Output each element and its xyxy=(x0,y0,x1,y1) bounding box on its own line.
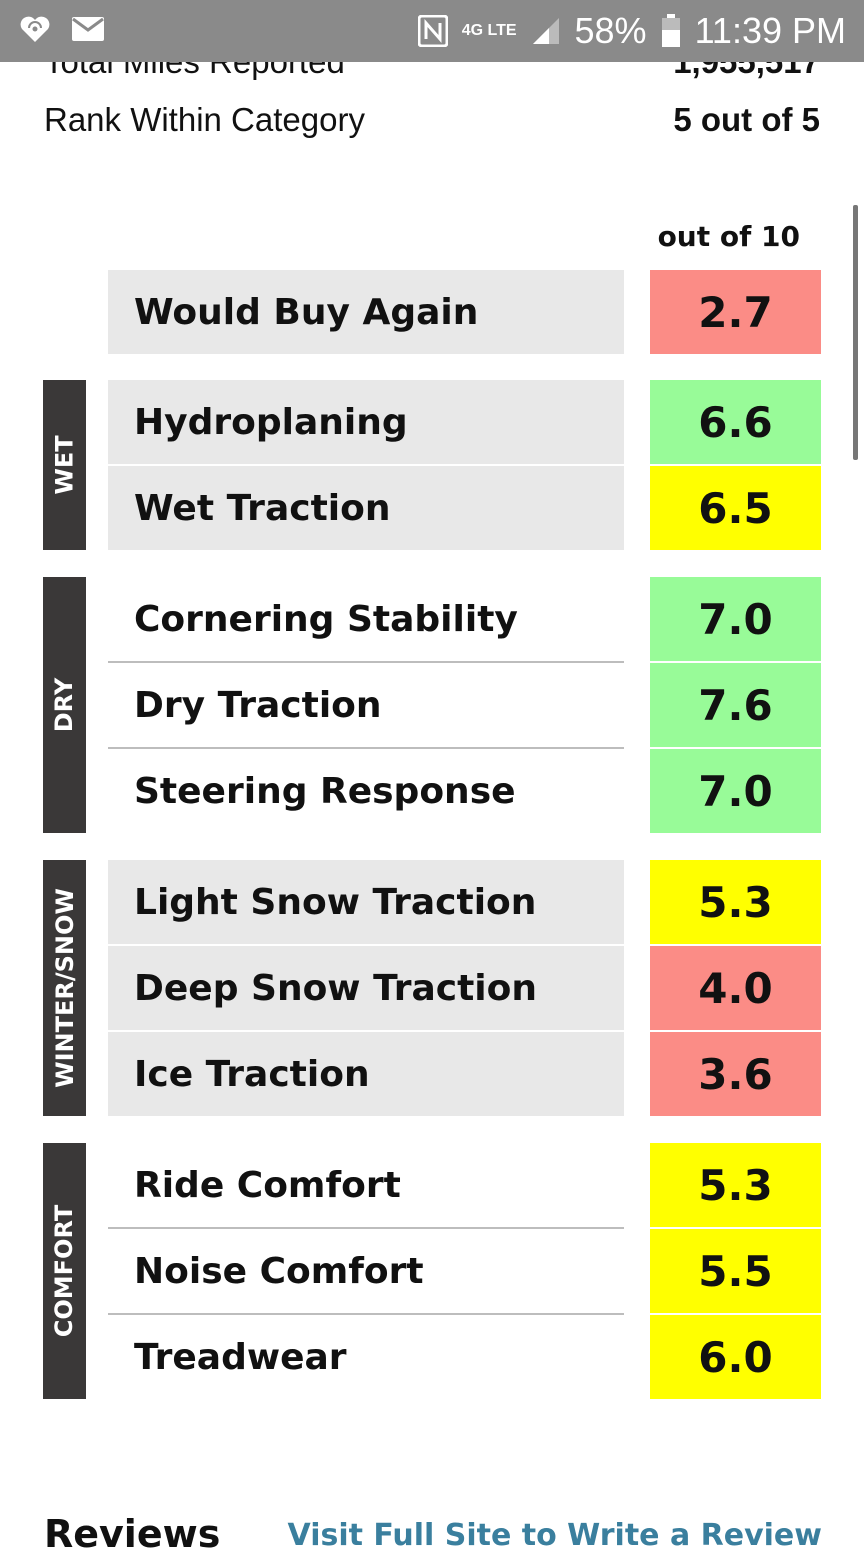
row-divider xyxy=(108,747,624,749)
rating-value-cornering-stability: 7.0 xyxy=(650,577,821,661)
rating-value-noise-comfort: 5.5 xyxy=(650,1229,821,1313)
category-label: COMFORT xyxy=(50,1204,79,1338)
iheartradio-icon xyxy=(18,14,52,44)
rating-label-treadwear: Treadwear xyxy=(108,1315,624,1399)
reviews-header: Reviews Visit Full Site to Write a Revie… xyxy=(0,1512,864,1556)
clock: 11:39 PM xyxy=(694,10,846,51)
category-label: WET xyxy=(50,435,79,495)
rating-value-would-buy-again: 2.7 xyxy=(650,270,821,354)
mail-icon xyxy=(72,17,104,41)
system-icons: 4G LTE 58% 11:39 PM xyxy=(417,10,846,52)
rank-row: Rank Within Category 5 out of 5 xyxy=(44,100,820,140)
rating-value-wet-traction: 6.5 xyxy=(650,466,821,550)
signal-icon xyxy=(531,16,561,46)
rank-label: Rank Within Category xyxy=(44,101,365,138)
battery-icon xyxy=(661,14,681,48)
rating-value-deep-snow-traction: 4.0 xyxy=(650,946,821,1030)
row-divider xyxy=(108,1227,624,1229)
notification-icons xyxy=(18,14,104,44)
rating-value-ice-traction: 3.6 xyxy=(650,1032,821,1116)
category-winter-snow: WINTER/SNOW xyxy=(43,860,86,1116)
rating-label-cornering-stability: Cornering Stability xyxy=(108,577,624,661)
rating-label-wet-traction: Wet Traction xyxy=(108,466,624,550)
scale-label: out of 10 xyxy=(657,220,800,253)
rating-label-ice-traction: Ice Traction xyxy=(108,1032,624,1116)
rating-label-noise-comfort: Noise Comfort xyxy=(108,1229,624,1313)
category-wet: WET xyxy=(43,380,86,550)
nfc-icon xyxy=(417,15,448,47)
rating-label-dry-traction: Dry Traction xyxy=(108,663,624,747)
status-bar: 4G LTE 58% 11:39 PM xyxy=(0,0,864,62)
category-comfort: COMFORT xyxy=(43,1143,86,1399)
rating-value-light-snow-traction: 5.3 xyxy=(650,860,821,944)
rating-value-ride-comfort: 5.3 xyxy=(650,1143,821,1227)
row-divider xyxy=(108,661,624,663)
rating-label-light-snow-traction: Light Snow Traction xyxy=(108,860,624,944)
rank-value: 5 out of 5 xyxy=(673,101,820,138)
battery-percent: 58% xyxy=(574,10,647,51)
rating-value-steering-response: 7.0 xyxy=(650,749,821,833)
rating-label-ride-comfort: Ride Comfort xyxy=(108,1143,624,1227)
rating-value-hydroplaning: 6.6 xyxy=(650,380,821,464)
rating-label-would-buy-again: Would Buy Again xyxy=(108,270,624,354)
row-divider xyxy=(108,1313,624,1315)
category-dry: DRY xyxy=(43,577,86,833)
category-label: DRY xyxy=(50,677,79,733)
reviews-heading: Reviews xyxy=(44,1512,221,1556)
rating-label-hydroplaning: Hydroplaning xyxy=(108,380,624,464)
rating-value-dry-traction: 7.6 xyxy=(650,663,821,747)
rating-label-steering-response: Steering Response xyxy=(108,749,624,833)
category-label: WINTER/SNOW xyxy=(50,888,79,1088)
rating-label-deep-snow-traction: Deep Snow Traction xyxy=(108,946,624,1030)
rating-value-treadwear: 6.0 xyxy=(650,1315,821,1399)
network-type: 4G LTE xyxy=(461,22,517,39)
scrollbar[interactable] xyxy=(853,205,858,460)
